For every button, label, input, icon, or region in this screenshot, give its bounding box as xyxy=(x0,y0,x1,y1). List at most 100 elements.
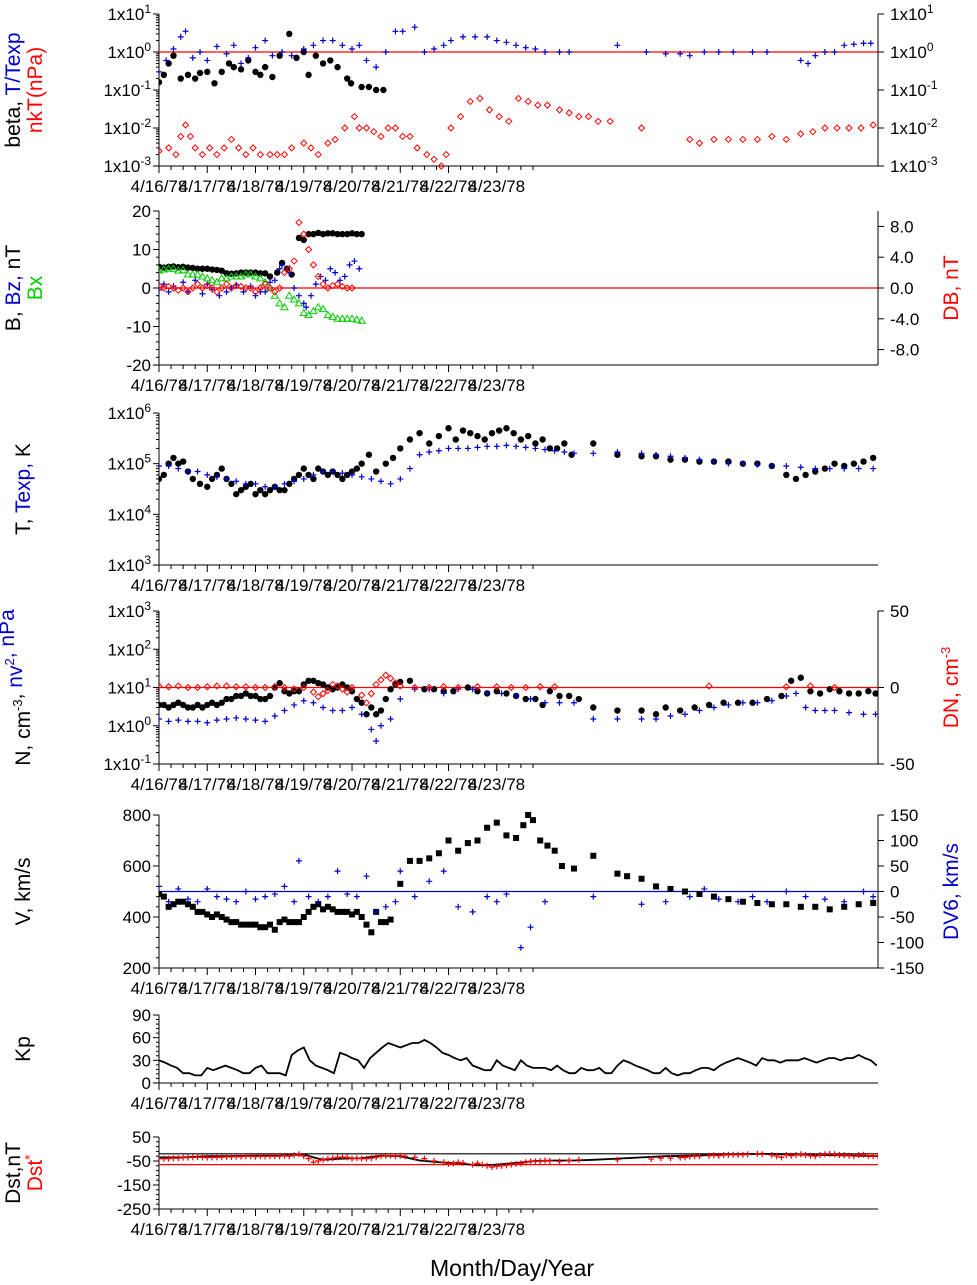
data-point xyxy=(440,690,447,697)
data-point xyxy=(334,230,341,238)
x-ticks: 4/16/784/17/784/18/784/19/784/20/784/21/… xyxy=(131,565,534,595)
data-point xyxy=(406,465,413,472)
y-ticks-left: 1x10-3 1x10-2 1x10-1 1x100 1x101 xyxy=(103,2,159,176)
data-point xyxy=(349,704,356,711)
y-tick-label: 1x105 xyxy=(107,452,151,474)
data-point xyxy=(455,903,462,910)
data-point xyxy=(309,688,318,696)
data-point xyxy=(522,44,529,51)
data-point xyxy=(271,712,278,719)
panel-kp: 0 30 60 90 4/16/784/17/784/18/784/19/784/20/… xyxy=(12,1006,878,1113)
x-tick-label: 4/19/78 xyxy=(275,775,332,794)
data-point xyxy=(271,926,278,933)
data-point xyxy=(544,842,551,849)
data-point xyxy=(524,432,532,440)
data-point xyxy=(377,722,384,729)
data-point xyxy=(233,478,240,485)
data-point xyxy=(213,701,221,709)
panel-beta: 1x10-3 1x10-2 1x10-1 1x100 1x101 1x10-3 1x10-2… xyxy=(2,2,938,196)
data-point xyxy=(495,427,503,434)
data-point xyxy=(503,832,510,839)
data-point xyxy=(348,230,356,237)
data-point xyxy=(590,716,597,723)
data-point xyxy=(204,483,211,490)
data-point xyxy=(266,921,273,928)
data-point xyxy=(287,144,296,152)
data-point xyxy=(249,144,257,152)
y-tick-label: -10 xyxy=(126,318,151,337)
data-point xyxy=(357,691,366,699)
data-point xyxy=(159,68,162,75)
data-point xyxy=(356,42,363,49)
data-point xyxy=(207,275,217,284)
data-point xyxy=(522,444,529,451)
data-point xyxy=(542,49,549,55)
y-tick-label: 1x104 xyxy=(107,502,151,524)
data-point xyxy=(481,436,488,443)
data-point xyxy=(368,475,375,482)
data-point xyxy=(159,475,163,483)
y-tick-label: 50 xyxy=(890,857,909,876)
data-point xyxy=(218,914,225,920)
data-point xyxy=(212,277,222,286)
data-point xyxy=(539,701,546,709)
data-point xyxy=(705,701,713,709)
data-point xyxy=(295,471,303,479)
data-point xyxy=(406,436,414,443)
data-point xyxy=(189,264,196,272)
y-ticks-left: 200 400 600 800 xyxy=(123,806,159,978)
data-point xyxy=(246,284,255,292)
series-2 xyxy=(159,264,367,324)
data-point xyxy=(430,155,438,164)
x-tick-label: 4/16/78 xyxy=(131,775,188,794)
data-point xyxy=(389,454,397,462)
data-point xyxy=(256,284,265,292)
data-point xyxy=(341,124,349,132)
data-point xyxy=(797,464,804,471)
data-point xyxy=(159,265,169,273)
data-point xyxy=(715,896,722,903)
data-point xyxy=(285,265,293,273)
data-point xyxy=(739,460,746,467)
data-point xyxy=(165,704,172,711)
data-point xyxy=(841,465,848,472)
data-point xyxy=(324,471,332,479)
data-point xyxy=(464,684,472,691)
data-point xyxy=(238,60,245,67)
data-point xyxy=(225,60,233,67)
data-point xyxy=(735,898,742,905)
data-point xyxy=(363,711,370,718)
data-point xyxy=(764,898,771,905)
y-tick-label: -8.0 xyxy=(890,341,919,360)
data-point xyxy=(812,465,819,472)
data-point xyxy=(406,132,414,141)
data-point xyxy=(484,33,491,40)
data-point xyxy=(177,33,184,40)
data-point xyxy=(252,896,259,903)
data-point xyxy=(452,436,459,443)
data-point xyxy=(159,286,162,293)
data-point xyxy=(261,683,269,692)
data-point xyxy=(542,699,549,706)
data-point xyxy=(841,42,848,49)
data-point xyxy=(300,475,307,482)
data-point xyxy=(638,875,645,882)
data-point xyxy=(397,696,404,703)
y-axis-label-right: DB, nT xyxy=(940,255,963,321)
x-ticks: 4/16/784/17/784/18/784/19/784/20/784/21/… xyxy=(131,1209,534,1239)
data-point xyxy=(228,695,235,703)
data-point xyxy=(350,112,359,121)
data-point xyxy=(474,688,481,695)
data-point xyxy=(730,49,737,55)
series-3 xyxy=(159,218,356,296)
series-line xyxy=(159,1038,878,1077)
data-point xyxy=(291,285,298,291)
data-point xyxy=(324,903,331,910)
y-tick-label: 0 xyxy=(142,1074,151,1093)
data-point xyxy=(705,682,713,690)
data-point xyxy=(242,683,250,691)
data-point xyxy=(358,711,365,718)
data-point xyxy=(734,699,742,706)
data-point xyxy=(276,486,283,494)
y-tick-label: 4.0 xyxy=(890,248,914,267)
